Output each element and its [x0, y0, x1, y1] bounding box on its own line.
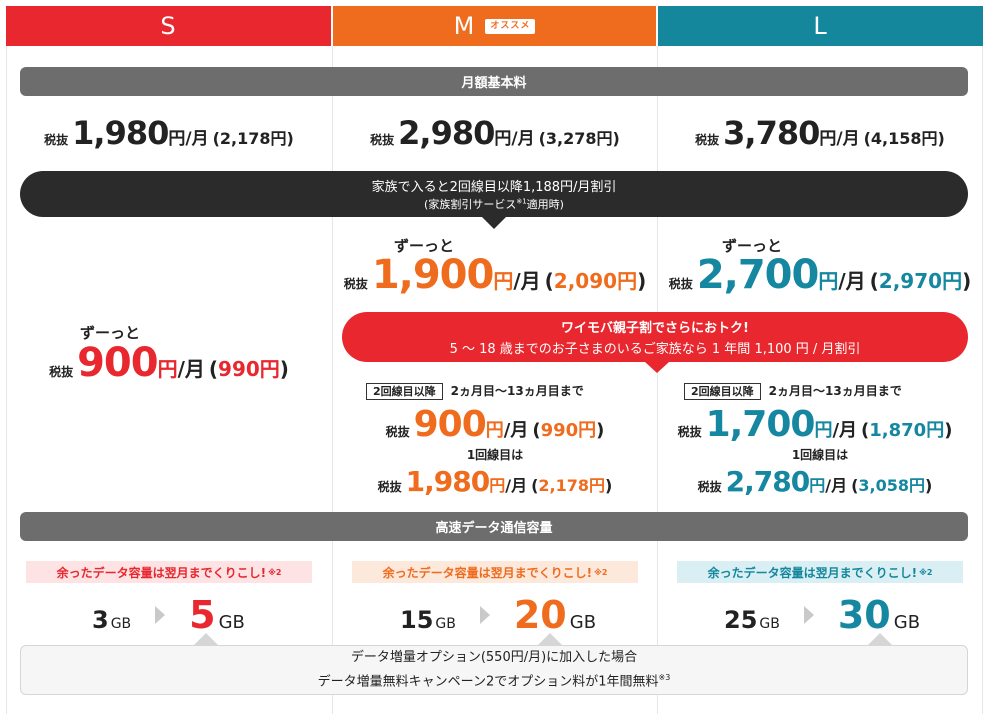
data-cap-m: 15 GB 20 GB: [400, 593, 597, 637]
zutto-label-l: ずーっと: [721, 237, 783, 255]
plan-tab-m[interactable]: M オススメ: [333, 6, 656, 46]
family-bubble-pointer: [482, 217, 506, 229]
price-unit: 円/月: [168, 129, 209, 149]
family-discount-text: 家族で入ると2回線目以降1,188円/月割引: [371, 180, 617, 195]
family-price-l: 税抜 2,700 円 /月 (2,970円): [668, 252, 972, 298]
oyako-discount-text: 5 〜 18 歳までのお子さまのいるご家族なら 1 年間 1,100 円 / 月…: [449, 342, 861, 357]
zutto-label-s: ずーっと: [79, 324, 141, 342]
foot-pointer-s: [194, 633, 218, 645]
second-line-badge: 2回線目以降: [366, 383, 443, 400]
family-price-m: 税抜 1,900 円 /月 (2,090円): [343, 252, 647, 298]
data-to: 30: [837, 593, 891, 637]
recommend-badge: オススメ: [485, 18, 536, 34]
data-from: 3: [92, 606, 109, 634]
section-title: 月額基本料: [461, 76, 527, 91]
price-value: 2,980: [398, 114, 495, 152]
oyako-first-price-m: 税抜 1,980 円 /月 (2,178円): [377, 465, 613, 498]
tax-label: 税抜: [377, 480, 402, 494]
base-price-m: 税抜 2,980 円/月 (3,278円): [370, 114, 620, 152]
tax-label: 税抜: [668, 277, 693, 291]
data-cap-l: 25 GB 30 GB: [724, 593, 921, 637]
arrow-right-icon: [803, 606, 814, 624]
oyako-discount-bubble: ワイモバ親子割でさらにおトク! 5 〜 18 歳までのお子さまのいるご家族なら …: [342, 312, 968, 362]
price-value: 1,700: [705, 404, 816, 445]
plan-name: S: [160, 12, 177, 40]
period-text: 2ヵ月目〜13ヵ月目まで: [450, 384, 584, 398]
price-incl: 3,278: [545, 129, 597, 148]
family-discount-note: (家族割引サービス※1適用時): [424, 197, 564, 211]
base-price-l: 税抜 3,780 円/月 (4,158円): [695, 114, 945, 152]
price-value: 900: [413, 404, 487, 445]
base-price-s: 税抜 1,980 円/月 (2,178円): [44, 114, 294, 152]
oyako-period-m: 2回線目以降 2ヵ月目〜13ヵ月目まで: [366, 382, 584, 400]
plan-tab-s[interactable]: S: [6, 6, 331, 46]
oyako-second-price-l: 税抜 1,700 円 /月 (1,870円): [677, 404, 953, 445]
price-incl: 990: [218, 357, 260, 381]
price-unit: 円/月: [494, 129, 535, 149]
price-value: 1,900: [371, 252, 495, 298]
price-value: 2,780: [725, 465, 811, 498]
carryover-note-s: 余ったデータ容量は翌月までくりこし! ※2: [26, 561, 312, 583]
second-line-badge: 2回線目以降: [684, 383, 761, 400]
first-line-label-m: 1回線目は: [466, 448, 524, 462]
price-incl: 2,178: [538, 476, 590, 495]
section-title: 高速データ通信容量: [435, 521, 553, 536]
price-incl: 3,058: [858, 476, 910, 495]
data-from: 15: [400, 606, 434, 634]
plan-name: M: [453, 12, 476, 40]
zutto-label-m: ずーっと: [393, 237, 455, 255]
column-l: [658, 46, 983, 714]
section-data-capacity: 高速データ通信容量: [20, 512, 968, 541]
oyako-discount-title: ワイモバ親子割でさらにおトク!: [561, 321, 749, 336]
oyako-second-price-m: 税抜 900 円 /月 (990円): [385, 404, 605, 445]
data-cap-s: 3 GB 5 GB: [92, 593, 245, 637]
carryover-note-m: 余ったデータ容量は翌月までくりこし! ※2: [352, 561, 638, 583]
price-incl: 4,158: [870, 129, 922, 148]
tax-label: 税抜: [343, 277, 368, 291]
first-line-label-l: 1回線目は: [791, 448, 849, 462]
data-option-text: データ増量オプション(550円/月)に加入した場合: [350, 649, 638, 665]
oyako-bubble-pointer: [645, 362, 669, 373]
carryover-note-l: 余ったデータ容量は翌月までくりこし! ※2: [677, 561, 963, 583]
data-from: 25: [724, 606, 758, 634]
price-value: 900: [77, 340, 158, 386]
price-incl: 2,178: [219, 129, 271, 148]
data-option-note: データ増量オプション(550円/月)に加入した場合 データ増量無料キャンペーン2…: [20, 645, 968, 695]
arrow-right-icon: [479, 606, 490, 624]
price-value: 3,780: [723, 114, 820, 152]
price-incl: 990: [540, 420, 579, 441]
price-incl: 2,970: [878, 269, 943, 293]
column-m: [333, 46, 658, 714]
price-value: 1,980: [72, 114, 169, 152]
price-value: 2,700: [696, 252, 820, 298]
tax-label: 税抜: [370, 133, 395, 147]
tax-label: 税抜: [44, 133, 69, 147]
data-to: 20: [513, 593, 567, 637]
price-value: 1,980: [405, 465, 491, 498]
oyako-period-l: 2回線目以降 2ヵ月目〜13ヵ月目まで: [684, 382, 902, 400]
tax-label: 税抜: [385, 425, 410, 439]
tax-label: 税抜: [695, 133, 720, 147]
tax-label: 税抜: [677, 425, 702, 439]
column-s: [6, 46, 333, 714]
tax-label: 税抜: [49, 365, 74, 379]
data-to: 5: [189, 593, 216, 637]
foot-pointer-m: [538, 633, 562, 645]
foot-pointer-l: [868, 633, 892, 645]
plan-name: L: [813, 12, 828, 40]
plan-tab-l[interactable]: L: [658, 6, 983, 46]
tax-label: 税抜: [697, 480, 722, 494]
family-price-s: 税抜 900 円 /月 (990円): [49, 340, 289, 386]
oyako-first-price-l: 税抜 2,780 円 /月 (3,058円): [697, 465, 933, 498]
price-incl: 2,090: [553, 269, 618, 293]
section-monthly-fee: 月額基本料: [20, 67, 968, 96]
period-text: 2ヵ月目〜13ヵ月目まで: [768, 384, 902, 398]
price-unit: 円/月: [819, 129, 860, 149]
arrow-right-icon: [155, 606, 166, 624]
price-incl: 1,870: [869, 420, 927, 441]
data-campaign-text: データ増量無料キャンペーン2でオプション料が1年間無料※3: [317, 672, 671, 690]
family-discount-bubble: 家族で入ると2回線目以降1,188円/月割引 (家族割引サービス※1適用時): [20, 171, 968, 217]
